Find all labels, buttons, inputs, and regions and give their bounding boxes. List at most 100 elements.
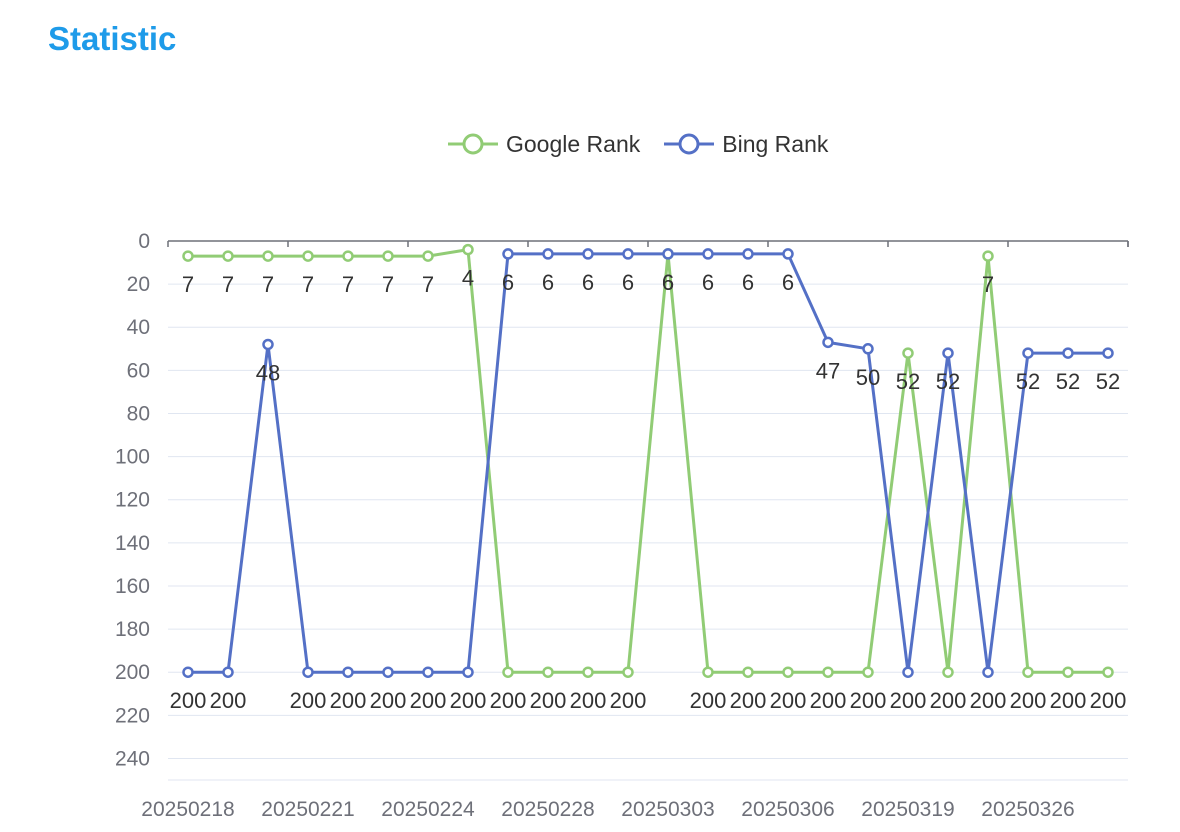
bing-rank-point [1022,347,1034,359]
bing-rank-data-label: 200 [890,688,927,713]
y-tick-label: 100 [115,446,150,469]
bing-rank-point [502,248,514,260]
google-rank-point [502,666,514,678]
bing-rank-point [862,343,874,355]
bing-rank-data-label: 6 [782,270,794,295]
x-tick-label: 20250221 [261,798,354,821]
google-rank-point [382,250,394,262]
google-rank-data-label: 7 [342,272,354,297]
bing-rank-line [188,252,1108,674]
google-rank-data-label: 200 [1050,688,1087,713]
bing-rank-data-label: 200 [290,688,327,713]
bing-rank-point [462,666,474,678]
bing-rank-point [382,666,394,678]
google-rank-data-label: 6 [662,270,674,295]
bing-rank-point [662,248,674,260]
y-tick-label: 60 [127,359,150,382]
google-rank-data-label: 200 [810,688,847,713]
google-rank-data-label: 200 [690,688,727,713]
google-rank-line [188,248,1108,674]
google-rank-data-label: 200 [570,688,607,713]
x-tick-label: 20250306 [741,798,834,821]
google-rank-point [182,250,194,262]
google-rank-point [1022,666,1034,678]
google-rank-point [902,347,914,359]
google-rank-point [622,666,634,678]
page-title: Statistic [48,20,177,57]
google-rank-data-label: 7 [422,272,434,297]
google-rank-point [422,250,434,262]
google-rank-point [782,666,794,678]
bing-rank-point [1062,347,1074,359]
bing-rank-data-label: 200 [450,688,487,713]
y-tick-label: 40 [127,316,150,339]
bing-rank-data-label: 200 [330,688,367,713]
bing-rank-data-label: 6 [622,270,634,295]
bing-rank-point [742,248,754,260]
google-rank-data-label: 52 [896,369,920,394]
y-tick-label: 180 [115,618,150,641]
google-rank-data-label: 7 [302,272,314,297]
bing-rank-data-label: 48 [256,360,280,385]
google-rank-data-label: 200 [1090,688,1127,713]
google-rank-point [222,250,234,262]
y-tick-label: 220 [115,704,150,727]
x-tick-label: 20250228 [501,798,594,821]
legend-item-google-rank[interactable]: Google Rank [448,131,640,158]
google-rank-point [1102,666,1114,678]
bing-rank-point [822,336,834,349]
legend-label-bing-rank: Bing Rank [722,130,829,157]
google-rank-point [342,250,354,262]
y-tick-label: 0 [138,230,150,253]
bing-rank-legend-icon [664,133,715,155]
y-tick-label: 120 [115,489,150,512]
bing-rank-point [582,248,594,260]
google-rank-data-label: 200 [1010,688,1047,713]
google-rank-data-label: 7 [222,272,234,297]
bing-rank-data-label: 200 [170,688,207,713]
y-tick-label: 240 [115,747,150,770]
bing-rank-point [422,666,434,678]
x-tick-label: 20250319 [861,798,954,821]
y-tick-label: 80 [127,402,150,425]
x-tick-label: 20250303 [621,798,714,821]
google-rank-data-label: 200 [930,688,967,713]
y-tick-label: 140 [115,532,150,555]
x-tick-label: 20250326 [981,798,1074,821]
bing-rank-data-label: 50 [856,365,880,390]
bing-rank-point [182,666,194,678]
bing-rank-point [222,666,234,678]
bing-rank-point [1102,347,1114,359]
bing-rank-point [542,248,554,260]
google-rank-legend-icon [448,133,498,155]
bing-rank-data-label: 52 [1016,369,1040,394]
google-rank-data-label: 7 [382,272,394,297]
google-rank-point [582,666,594,678]
google-rank-point [862,666,874,678]
google-rank-point [702,666,714,678]
bing-rank-data-label: 200 [370,688,407,713]
google-rank-data-label: 200 [530,688,567,713]
bing-rank-point [342,666,354,678]
legend-item-bing-rank[interactable]: Bing Rank [664,131,828,158]
google-rank-point [1062,666,1074,678]
bing-rank-data-label: 6 [702,270,714,295]
y-tick-label: 20 [127,273,150,296]
bing-rank-data-label: 6 [662,270,674,295]
google-rank-point [302,250,314,262]
google-rank-point [982,250,994,262]
bing-rank-data-label: 6 [542,270,554,295]
bing-rank-data-label: 200 [410,688,447,713]
bing-rank-point [782,248,794,260]
google-rank-data-label: 200 [730,688,767,713]
google-rank-data-label: 7 [182,272,194,297]
bing-rank-data-label: 6 [502,270,514,295]
google-rank-data-label: 200 [610,688,647,713]
bing-rank-point [262,338,274,351]
google-rank-data-label: 200 [850,688,887,713]
google-rank-point [742,666,754,678]
google-rank-point [262,250,274,262]
bing-rank-data-label: 200 [210,688,247,713]
google-rank-point [542,666,554,678]
bing-rank-point [702,248,714,260]
